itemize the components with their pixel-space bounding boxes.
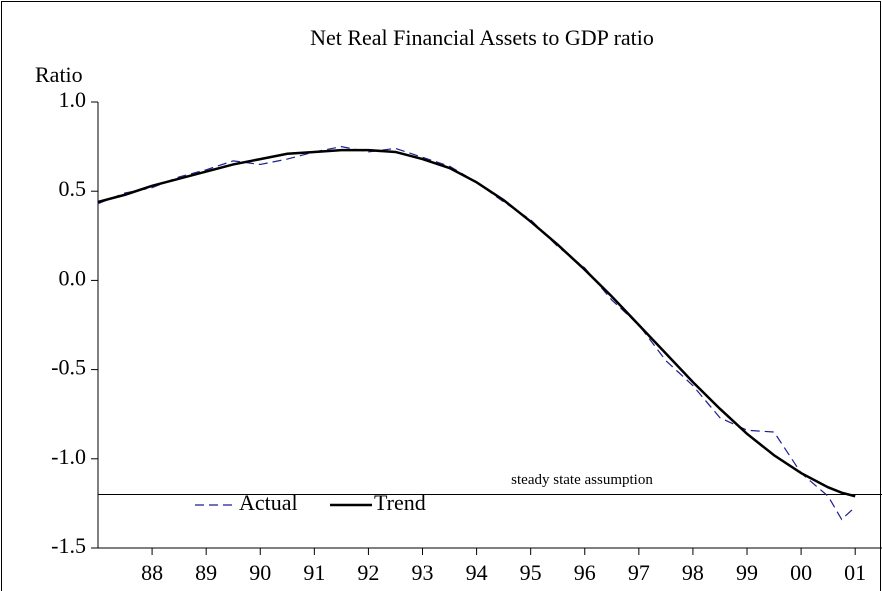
x-tick-label: 01 — [844, 560, 866, 585]
x-tick-label: 99 — [736, 560, 758, 585]
x-tick-label: 98 — [682, 560, 704, 585]
y-tick-label: -0.5 — [51, 355, 86, 380]
x-tick-label: 88 — [141, 560, 163, 585]
legend-label: Actual — [239, 490, 298, 515]
legend-label: Trend — [374, 490, 426, 515]
x-tick-label: 92 — [357, 560, 379, 585]
series-line — [97, 148, 856, 498]
x-tick-label: 94 — [466, 560, 488, 585]
x-tick-label: 91 — [303, 560, 325, 585]
x-tick-label: 93 — [412, 560, 434, 585]
y-axis-label: Ratio — [35, 62, 83, 87]
x-tick-label: 00 — [790, 560, 812, 585]
x-tick-label: 96 — [574, 560, 596, 585]
x-tick-label: 89 — [195, 560, 217, 585]
x-tick-label: 90 — [249, 560, 271, 585]
y-tick-label: -1.0 — [51, 444, 86, 469]
y-tick-label: 1.0 — [59, 87, 87, 112]
y-tick-label: -1.5 — [51, 533, 86, 558]
y-tick-label: 0.0 — [59, 265, 87, 290]
series-line — [97, 145, 856, 521]
annotation: steady state assumption — [511, 472, 653, 488]
x-tick-label: 95 — [520, 560, 542, 585]
chart-title: Net Real Financial Assets to GDP ratio — [310, 25, 654, 50]
x-tick-label: 97 — [628, 560, 650, 585]
y-tick-label: 0.5 — [59, 176, 87, 201]
